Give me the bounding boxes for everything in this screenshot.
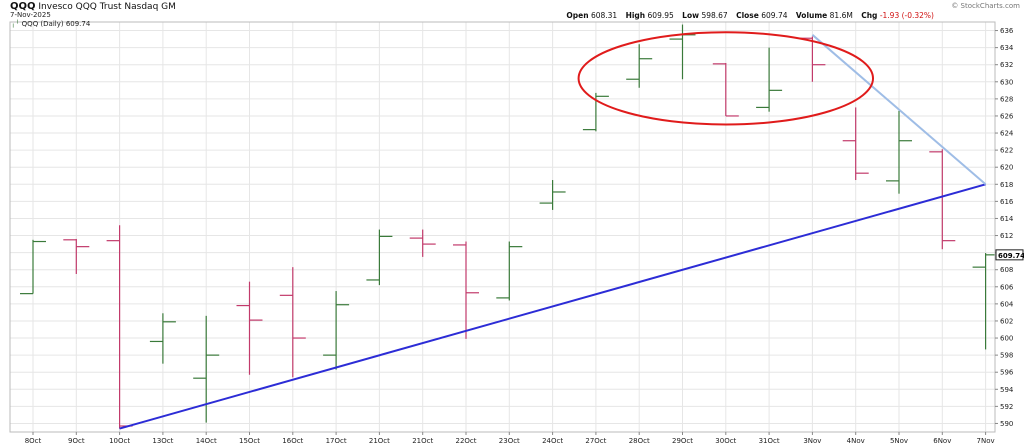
- y-tick-label: 598: [1000, 352, 1013, 360]
- y-tick-label: 616: [1000, 198, 1014, 206]
- last-price-box: [995, 249, 1024, 261]
- ohlc-bar: [756, 47, 783, 112]
- y-tick-label: 620: [1000, 164, 1013, 172]
- x-tick-label: 5Nov: [890, 437, 908, 445]
- y-tick-label: 618: [1000, 181, 1013, 189]
- volume-label: Volume: [795, 11, 828, 20]
- x-tick-label: 6Nov: [933, 437, 951, 445]
- copyright-label: © StockCharts.com: [951, 2, 1020, 10]
- y-tick-label: 630: [1000, 78, 1013, 86]
- legend-icon: ╷╵: [11, 20, 20, 28]
- y-tick-label: 636: [1000, 27, 1014, 35]
- y-tick-label: 590: [1000, 420, 1013, 428]
- price-bars: [20, 24, 999, 429]
- y-tick-label: 624: [1000, 130, 1014, 138]
- exchange-name: Nasdaq GM: [124, 2, 176, 12]
- x-tick-label: 31Oct: [759, 437, 780, 445]
- y-tick-label: 628: [1000, 95, 1013, 103]
- x-tick-label: 21Oct: [412, 437, 433, 445]
- ticker-symbol: QQQ: [10, 1, 36, 12]
- y-tick-label: 622: [1000, 147, 1013, 155]
- y-tick-label: 608: [1000, 266, 1013, 274]
- y-tick-label: 600: [1000, 335, 1013, 343]
- grid-lines: [10, 22, 995, 432]
- y-tick-label: 632: [1000, 61, 1013, 69]
- security-name: Invesco QQQ Trust: [38, 2, 122, 12]
- ohlc-bar: [886, 110, 912, 194]
- high-value: 609.95: [647, 11, 674, 20]
- close-label: Close: [736, 11, 759, 20]
- resistance-trendline: [811, 34, 987, 186]
- x-tick-label: 9Oct: [68, 437, 85, 445]
- x-tick-label: 28Oct: [629, 437, 650, 445]
- ohlc-bar: [842, 107, 869, 181]
- x-tick-label: 4Nov: [847, 437, 865, 445]
- x-tick-label: 30Oct: [715, 437, 736, 445]
- y-tick-label: 596: [1000, 369, 1014, 377]
- x-tick-label: 14Oct: [196, 437, 217, 445]
- series-legend: ╷╵ QQQ (Daily) 609.74: [11, 20, 90, 28]
- x-tick-label: 13Oct: [152, 437, 173, 445]
- annotations: [119, 31, 987, 430]
- y-tick-label: 634: [1000, 44, 1014, 52]
- axes: 5905925945965986006026046066086106126146…: [9, 21, 1024, 445]
- ohlc-bar: [626, 44, 653, 88]
- last-price-label: 609.74: [998, 252, 1024, 260]
- x-tick-label: 22Oct: [455, 437, 476, 445]
- x-tick-label: 24Oct: [542, 437, 563, 445]
- x-tick-label: 21Oct: [369, 437, 390, 445]
- ohlc-bar: [712, 63, 739, 117]
- chg-label: Chg: [861, 11, 878, 20]
- y-tick-label: 594: [1000, 386, 1014, 394]
- x-tick-label: 10Oct: [109, 437, 130, 445]
- low-label: Low: [682, 11, 700, 20]
- close-value: 609.74: [761, 11, 788, 20]
- ohlc-bar: [63, 238, 90, 274]
- x-tick-label: 29Oct: [672, 437, 693, 445]
- open-label: Open: [566, 11, 589, 20]
- chart-date: 7-Nov-2025: [10, 11, 51, 19]
- low-value: 598.67: [701, 11, 728, 20]
- y-tick-label: 614: [1000, 215, 1014, 223]
- ohlc-bar: [409, 229, 436, 257]
- x-tick-label: 3Nov: [803, 437, 821, 445]
- highlight-ellipse: [577, 31, 875, 126]
- plot-frame: [9, 21, 996, 433]
- open-value: 608.31: [590, 11, 618, 20]
- ohlc-bar: [929, 149, 956, 250]
- ohlc-bar: [496, 241, 523, 301]
- y-tick-label: 612: [1000, 232, 1013, 240]
- quote-stats: Open 608.31 High 609.95 Low 598.67 Close…: [560, 11, 934, 20]
- ohlc-bar: [453, 241, 479, 339]
- x-tick-label: 16Oct: [282, 437, 303, 445]
- y-tick-label: 604: [1000, 300, 1014, 308]
- x-tick-label: 23Oct: [499, 437, 520, 445]
- ohlc-bar: [323, 291, 350, 370]
- ohlc-bar: [106, 225, 133, 429]
- high-label: High: [625, 11, 646, 20]
- y-tick-label: 592: [1000, 403, 1013, 411]
- chg-value: -1.93 (-0.32%): [879, 11, 934, 20]
- chart-symbol-line: QQQ Invesco QQQ Trust Nasdaq GM: [10, 1, 176, 12]
- x-tick-label: 8Oct: [25, 437, 42, 445]
- ohlc-bar: [539, 180, 566, 210]
- legend-label: QQQ (Daily) 609.74: [21, 20, 91, 28]
- ohlc-bar: [366, 229, 393, 286]
- x-tick-label: 17Oct: [326, 437, 347, 445]
- ohlc-bar: [236, 281, 263, 375]
- volume-value: 81.6M: [829, 11, 853, 20]
- ohlc-bar: [279, 267, 306, 378]
- y-tick-label: 606: [1000, 283, 1014, 291]
- x-tick-label: 27Oct: [585, 437, 606, 445]
- support-trendline: [119, 183, 986, 430]
- y-tick-label: 626: [1000, 112, 1014, 120]
- x-tick-label: 15Oct: [239, 437, 260, 445]
- ohlc-bar: [149, 313, 176, 364]
- ohlc-bar: [20, 239, 46, 295]
- y-tick-label: 602: [1000, 317, 1013, 325]
- x-tick-label: 7Nov: [977, 437, 995, 445]
